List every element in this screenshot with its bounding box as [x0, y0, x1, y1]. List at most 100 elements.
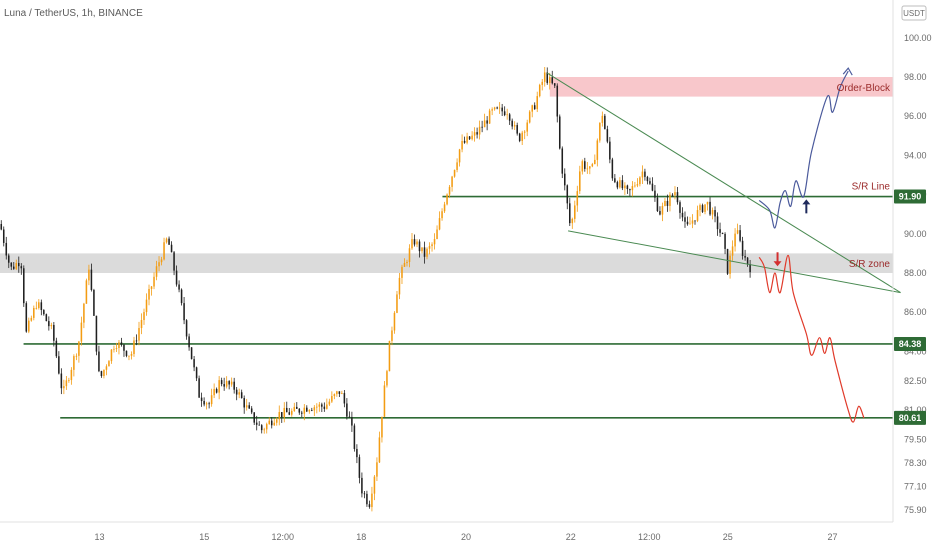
candle-body: [213, 388, 215, 396]
candle-body: [238, 392, 240, 395]
candle-body: [508, 114, 511, 121]
candle-body: [609, 141, 611, 160]
candle-body: [736, 230, 739, 234]
candle-body: [88, 269, 90, 281]
candle-body: [704, 204, 706, 212]
candle-body: [53, 324, 55, 341]
time-axis[interactable]: 13 15 12:00 18 20 22 12:00 25 27: [94, 532, 837, 542]
candle-body: [376, 462, 378, 477]
candle-body: [481, 126, 483, 128]
candle-body: [148, 288, 150, 300]
candle-body: [48, 321, 50, 327]
candle-body: [426, 248, 428, 257]
candle-body: [734, 233, 736, 247]
candle-body: [43, 310, 45, 315]
candle-body: [626, 185, 629, 190]
candle-body: [306, 407, 308, 412]
currency-badge[interactable]: USDT: [901, 5, 927, 21]
candle-body: [165, 238, 168, 243]
candle-body: [18, 262, 20, 267]
candle-body: [343, 393, 346, 404]
candle-body: [133, 340, 135, 354]
candle-body: [513, 125, 516, 127]
candle-body: [38, 302, 40, 308]
candle-body: [178, 284, 180, 290]
up-arrow-head: [802, 199, 811, 205]
candle-body: [661, 205, 664, 215]
candle-body: [253, 412, 255, 423]
candle-body: [12, 266, 15, 269]
candle-body: [145, 299, 148, 313]
candle-body: [128, 355, 130, 357]
candle-body: [278, 412, 281, 420]
candle-body: [203, 401, 205, 405]
candle-body: [143, 312, 145, 321]
candle-body: [225, 381, 228, 387]
price-badge-label: 80.61: [899, 413, 922, 423]
candle-body: [125, 350, 128, 356]
candle-body: [366, 493, 368, 505]
candle-body: [641, 171, 644, 178]
candle-body: [396, 294, 398, 313]
candle-body: [403, 263, 406, 267]
candle-body: [498, 107, 501, 109]
candle-body: [7, 255, 10, 263]
candle-body: [170, 244, 173, 253]
candle-body: [20, 266, 23, 269]
candle-body: [100, 371, 103, 376]
candle-body: [381, 416, 383, 438]
candle-body: [601, 115, 604, 123]
candle-body: [291, 410, 293, 415]
candle-body: [55, 340, 58, 357]
currency-label: USDT: [903, 9, 925, 18]
candle-body: [468, 136, 471, 140]
price-badge: [894, 189, 926, 204]
candle-body: [70, 369, 73, 381]
sr-line-label: S/R Line: [852, 182, 891, 193]
candle-body: [651, 183, 654, 191]
candle-body: [461, 140, 463, 150]
candle-body: [123, 344, 125, 351]
candle-body: [5, 242, 8, 256]
candle-body: [523, 131, 526, 133]
price-badge-label: 91.90: [899, 192, 922, 202]
candle-body: [656, 197, 659, 212]
candle-body: [599, 122, 601, 141]
candle-body: [105, 366, 108, 370]
annotations-layer: Order-Block S/R Line S/R zone: [837, 83, 891, 270]
candle-body: [263, 429, 266, 431]
candle-body: [313, 407, 316, 411]
candle-body: [288, 412, 291, 415]
candle-body: [689, 223, 691, 225]
candle-body: [556, 85, 559, 117]
candle-body: [245, 405, 248, 408]
candle-body: [586, 168, 589, 170]
candle-body: [150, 286, 153, 289]
candle-body: [388, 340, 391, 372]
price-tick-label: 90.00: [904, 229, 927, 239]
candle-body: [714, 210, 716, 217]
candle-body: [10, 262, 13, 267]
candle-body: [644, 171, 646, 177]
candle-body: [113, 348, 115, 350]
candle-body: [110, 349, 113, 362]
price-tick-label: 96.00: [904, 111, 927, 121]
candle-body: [436, 229, 438, 240]
candle-body: [383, 385, 386, 417]
candle-body: [28, 320, 30, 332]
candle-body: [195, 367, 198, 379]
candle-body: [526, 122, 528, 132]
candle-body: [624, 185, 626, 189]
candle-body: [188, 336, 190, 348]
candle-body: [130, 353, 133, 356]
candle-body: [173, 252, 175, 271]
wedge-lower-line: [568, 230, 901, 294]
candle-body: [0, 224, 3, 230]
candle-body: [363, 493, 366, 495]
candle-body: [721, 232, 724, 234]
candle-body: [451, 176, 453, 187]
candle-body: [373, 476, 376, 494]
candle-body: [679, 202, 681, 213]
candle-body: [634, 185, 636, 187]
